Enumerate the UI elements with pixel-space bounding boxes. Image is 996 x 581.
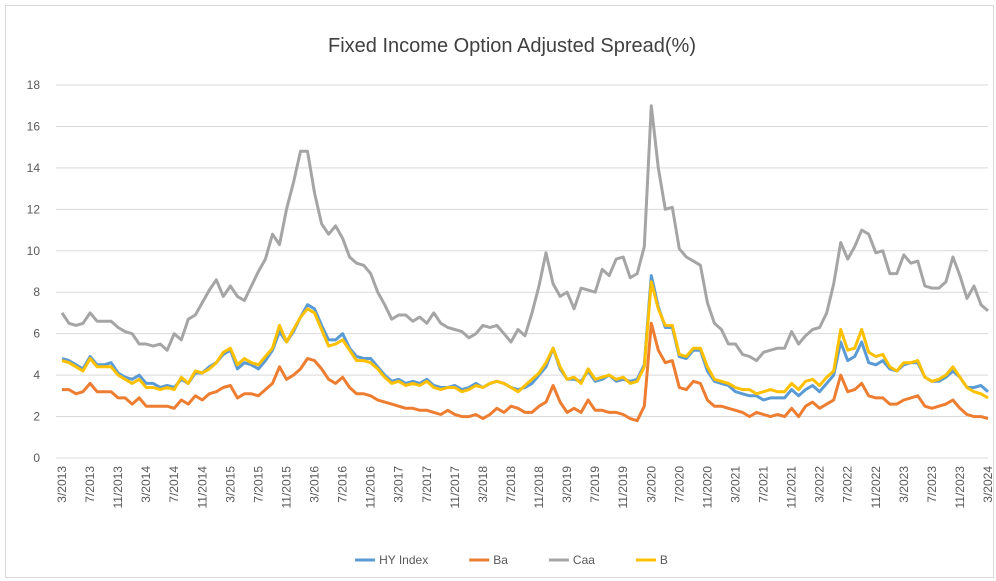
x-tick-label: 11/2018 [532, 466, 546, 509]
x-tick-label: 7/2016 [336, 466, 350, 503]
legend-label: Ba [493, 553, 508, 567]
y-tick-label: 18 [27, 78, 41, 92]
y-tick-label: 0 [33, 451, 40, 465]
x-tick-label: 11/2023 [953, 466, 967, 509]
x-tick-label: 3/2020 [644, 466, 658, 503]
series-line [62, 321, 989, 423]
y-tick-label: 16 [27, 119, 41, 133]
x-tick-label: 3/2015 [223, 466, 237, 503]
chart-frame [5, 5, 994, 578]
x-tick-label: 11/2022 [869, 466, 883, 509]
y-tick-label: 2 [33, 410, 40, 424]
y-tick-label: 14 [27, 161, 41, 175]
x-tick-label: 7/2014 [167, 466, 181, 503]
x-tick-label: 11/2013 [111, 466, 125, 509]
x-tick-label: 7/2018 [504, 466, 518, 503]
x-tick-label: 3/2022 [813, 466, 827, 503]
x-tick-label: 7/2019 [588, 466, 602, 503]
x-tick-label: 11/2020 [700, 466, 714, 509]
x-tick-label: 3/2014 [139, 466, 153, 503]
chart-title: Fixed Income Option Adjusted Spread(%) [328, 35, 696, 57]
legend-label: Caa [573, 553, 595, 567]
y-tick-label: 8 [33, 285, 40, 299]
y-tick-label: 10 [27, 244, 41, 258]
y-tick-label: 6 [33, 327, 40, 341]
x-tick-label: 7/2021 [757, 466, 771, 503]
x-tick-label: 3/2023 [897, 466, 911, 503]
x-tick-label: 3/2017 [392, 466, 406, 503]
x-tick-label: 3/2024 [981, 466, 995, 503]
x-tick-label: 11/2014 [195, 466, 209, 509]
x-tick-label: 7/2022 [841, 466, 855, 503]
legend-label: HY Index [379, 553, 428, 567]
x-tick-label: 3/2018 [476, 466, 490, 503]
x-tick-label: 7/2020 [672, 466, 686, 503]
x-tick-label: 3/2016 [308, 466, 322, 503]
x-tick-label: 11/2016 [364, 466, 378, 509]
series-line [61, 280, 989, 400]
x-tick-label: 7/2015 [251, 466, 265, 503]
y-tick-label: 12 [27, 202, 41, 216]
x-tick-label: 7/2017 [420, 466, 434, 503]
x-tick-label: 3/2021 [728, 466, 742, 503]
series-line [60, 104, 989, 363]
x-tick-label: 11/2017 [448, 466, 462, 509]
legend-label: B [660, 553, 668, 567]
x-tick-label: 11/2019 [616, 466, 630, 509]
x-tick-label: 7/2023 [925, 466, 939, 503]
x-tick-label: 11/2021 [785, 466, 799, 509]
x-tick-label: 7/2013 [83, 466, 97, 503]
x-tick-label: 3/2013 [55, 466, 69, 503]
y-tick-label: 4 [33, 368, 40, 382]
x-tick-label: 11/2015 [279, 466, 293, 509]
x-tick-label: 3/2019 [560, 466, 574, 503]
